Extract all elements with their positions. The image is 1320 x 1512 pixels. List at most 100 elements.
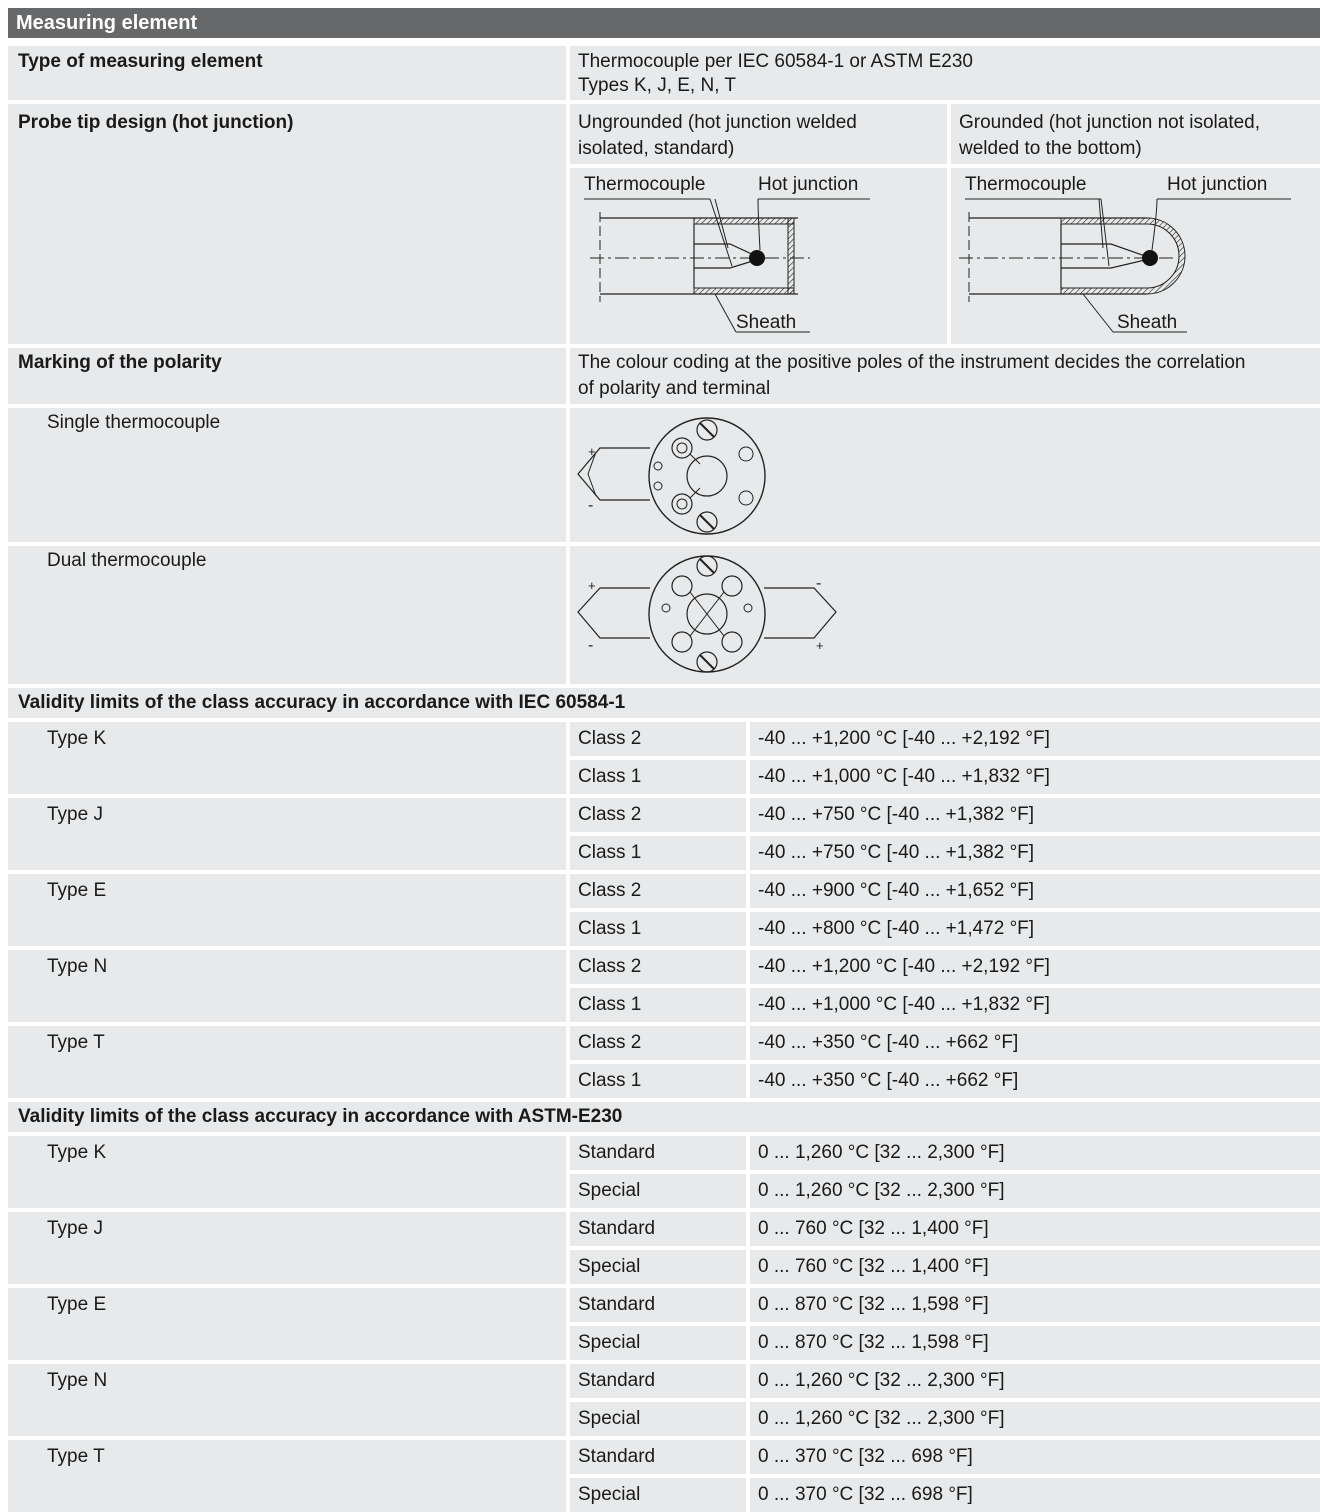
- polarity-label: Marking of the polarity: [18, 352, 222, 373]
- class-cell: Class 2: [570, 874, 746, 908]
- thermocouple-type: Type T: [47, 1032, 105, 1053]
- range-cell: -40 ... +1,200 °C [-40 ... +2,192 °F]: [750, 950, 1320, 984]
- type-cell: Type N: [8, 950, 566, 1022]
- single-terminal-diagram: + -: [577, 417, 766, 535]
- class-name: Standard: [578, 1294, 656, 1315]
- class-cell: Class 1: [570, 760, 746, 794]
- temperature-range: -40 ... +350 °C [-40 ... +662 °F]: [758, 1070, 1019, 1091]
- class-name: Class 1: [578, 918, 642, 939]
- range-cell: 0 ... 1,260 °C [32 ... 2,300 °F]: [750, 1136, 1320, 1170]
- ungrounded-text-cell: Ungrounded (hot junction welded isolated…: [570, 104, 947, 164]
- ungrounded-figure-cell: Thermocouple Hot junction Sheath: [570, 168, 947, 344]
- class-name: Class 2: [578, 956, 642, 977]
- class-name: Class 1: [578, 766, 642, 787]
- temperature-range: 0 ... 1,260 °C [32 ... 2,300 °F]: [758, 1180, 1005, 1201]
- polarity-value-line2: of polarity and terminal: [578, 378, 771, 399]
- thermocouple-type: Type N: [47, 1370, 108, 1391]
- section-header: Measuring element: [8, 8, 1320, 38]
- class-name: Special: [578, 1484, 641, 1505]
- type-label-cell: Type of measuring element: [8, 46, 566, 100]
- thermocouple-type: Type E: [47, 1294, 107, 1315]
- range-cell: 0 ... 1,260 °C [32 ... 2,300 °F]: [750, 1402, 1320, 1436]
- range-cell: 0 ... 870 °C [32 ... 1,598 °F]: [750, 1326, 1320, 1360]
- range-cell: -40 ... +900 °C [-40 ... +1,652 °F]: [750, 874, 1320, 908]
- class-cell: Class 2: [570, 722, 746, 756]
- class-name: Class 2: [578, 1032, 642, 1053]
- single-minus-sign: -: [588, 497, 593, 514]
- temperature-range: 0 ... 370 °C [32 ... 698 °F]: [758, 1484, 973, 1505]
- probe-label-cell: Probe tip design (hot junction): [8, 104, 566, 344]
- class-cell: Class 1: [570, 836, 746, 870]
- dual-thermocouple-label: Dual thermocouple: [47, 550, 207, 571]
- type-cell: Type E: [8, 874, 566, 946]
- polarity-value-cell: The colour coding at the positive poles …: [570, 348, 1320, 404]
- range-cell: -40 ... +350 °C [-40 ... +662 °F]: [750, 1026, 1320, 1060]
- astm-section-title: Validity limits of the class accuracy in…: [18, 1106, 623, 1127]
- section-title: Measuring element: [16, 12, 198, 34]
- type-cell: Type J: [8, 1212, 566, 1284]
- temperature-range: 0 ... 370 °C [32 ... 698 °F]: [758, 1446, 973, 1467]
- temperature-range: 0 ... 1,260 °C [32 ... 2,300 °F]: [758, 1370, 1005, 1391]
- class-name: Class 2: [578, 880, 642, 901]
- temperature-range: -40 ... +1,000 °C [-40 ... +1,832 °F]: [758, 994, 1050, 1015]
- temperature-range: -40 ... +750 °C [-40 ... +1,382 °F]: [758, 842, 1035, 863]
- thermocouple-type: Type N: [47, 956, 108, 977]
- ungrounded-line2: isolated, standard): [578, 138, 735, 159]
- class-name: Standard: [578, 1142, 656, 1163]
- type-cell: Type T: [8, 1026, 566, 1098]
- class-name: Class 1: [578, 842, 642, 863]
- type-cell: Type K: [8, 1136, 566, 1208]
- grounded-text-cell: Grounded (hot junction not isolated, wel…: [951, 104, 1320, 164]
- temperature-range: -40 ... +800 °C [-40 ... +1,472 °F]: [758, 918, 1035, 939]
- class-cell: Standard: [570, 1440, 746, 1474]
- range-cell: 0 ... 1,260 °C [32 ... 2,300 °F]: [750, 1364, 1320, 1398]
- dual-minus-right: -: [816, 575, 821, 592]
- class-name: Standard: [578, 1218, 656, 1239]
- grounded-sheath-label: Sheath: [1117, 312, 1177, 333]
- single-label-cell: Single thermocouple: [8, 408, 566, 542]
- class-cell: Class 1: [570, 988, 746, 1022]
- temperature-range: -40 ... +900 °C [-40 ... +1,652 °F]: [758, 880, 1035, 901]
- class-name: Class 1: [578, 1070, 642, 1091]
- class-cell: Class 1: [570, 912, 746, 946]
- thermocouple-type: Type J: [47, 804, 103, 825]
- dual-figure-cell: + - - +: [570, 546, 1320, 684]
- class-name: Special: [578, 1256, 641, 1277]
- temperature-range: -40 ... +1,200 °C [-40 ... +2,192 °F]: [758, 728, 1050, 749]
- temperature-range: -40 ... +1,200 °C [-40 ... +2,192 °F]: [758, 956, 1050, 977]
- class-name: Special: [578, 1408, 641, 1429]
- ungrounded-sheath-label: Sheath: [736, 312, 796, 333]
- range-cell: -40 ... +750 °C [-40 ... +1,382 °F]: [750, 836, 1320, 870]
- type-value-cell: Thermocouple per IEC 60584-1 or ASTM E23…: [570, 46, 1320, 100]
- thermocouple-type: Type J: [47, 1218, 103, 1239]
- thermocouple-type: Type K: [47, 1142, 107, 1163]
- type-label: Type of measuring element: [18, 51, 263, 72]
- single-plus-sign: +: [588, 444, 596, 459]
- polarity-value-line1: The colour coding at the positive poles …: [578, 352, 1246, 373]
- class-cell: Class 2: [570, 1026, 746, 1060]
- class-cell: Standard: [570, 1288, 746, 1322]
- probe-label: Probe tip design (hot junction): [18, 112, 294, 133]
- class-cell: Special: [570, 1478, 746, 1512]
- class-cell: Class 1: [570, 1064, 746, 1098]
- temperature-range: 0 ... 760 °C [32 ... 1,400 °F]: [758, 1256, 989, 1277]
- iec-section-title: Validity limits of the class accuracy in…: [18, 692, 626, 713]
- class-name: Standard: [578, 1446, 656, 1467]
- range-cell: 0 ... 760 °C [32 ... 1,400 °F]: [750, 1212, 1320, 1246]
- class-cell: Class 2: [570, 950, 746, 984]
- ungrounded-hot-junction-label: Hot junction: [758, 174, 858, 195]
- temperature-range: -40 ... +750 °C [-40 ... +1,382 °F]: [758, 804, 1035, 825]
- range-cell: -40 ... +800 °C [-40 ... +1,472 °F]: [750, 912, 1320, 946]
- class-cell: Class 2: [570, 798, 746, 832]
- grounded-figure-cell: Thermocouple Hot junction Sheath: [951, 168, 1320, 344]
- class-name: Standard: [578, 1370, 656, 1391]
- ungrounded-thermocouple-label: Thermocouple: [584, 174, 705, 195]
- range-cell: 0 ... 870 °C [32 ... 1,598 °F]: [750, 1288, 1320, 1322]
- astm-section-title-cell: Validity limits of the class accuracy in…: [8, 1102, 1320, 1132]
- dual-plus-right: +: [816, 638, 824, 653]
- grounded-probe-diagram: Thermocouple Hot junction Sheath: [959, 174, 1291, 333]
- class-name: Special: [578, 1180, 641, 1201]
- ungrounded-probe-diagram: Thermocouple Hot junction Sheath: [584, 174, 870, 333]
- range-cell: 0 ... 370 °C [32 ... 698 °F]: [750, 1478, 1320, 1512]
- type-cell: Type E: [8, 1288, 566, 1360]
